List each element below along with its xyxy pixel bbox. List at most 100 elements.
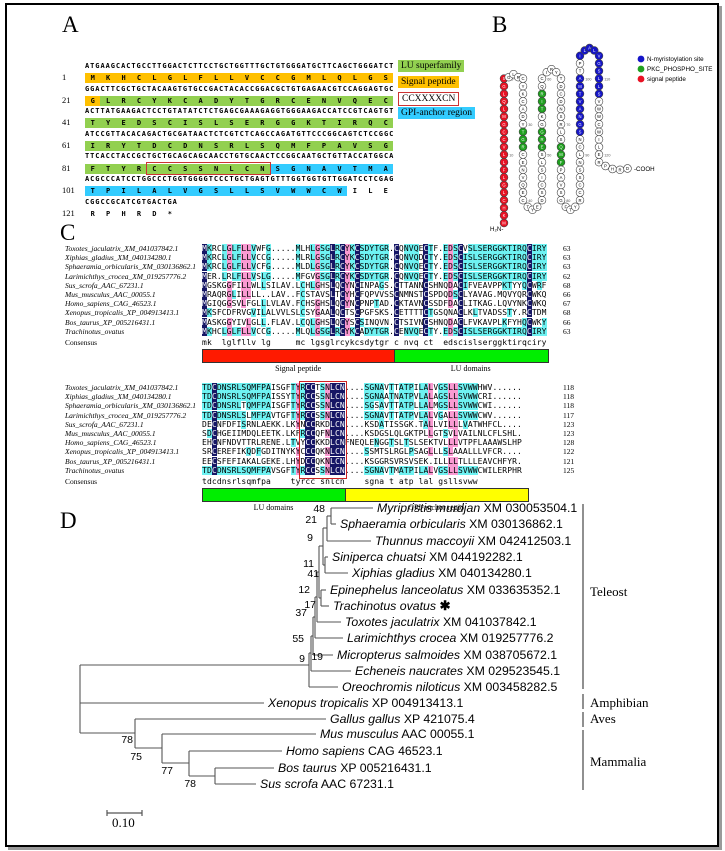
residue-letter: G: [578, 122, 581, 127]
sequence-text: MKHCLGLFLLVCCG.....MLQLGSGLRCYKCADYTGR.C…: [202, 326, 547, 336]
residue-circle: [556, 196, 566, 205]
aa-cell: W: [331, 186, 348, 197]
aa-cell: L: [368, 187, 373, 196]
tree-leaf-label: Xenopus tropicalis XP 004913413.1: [267, 696, 463, 710]
residue-letter: F: [503, 167, 506, 172]
consensus-sequence: tdcdnsrlsqmfpa tyrcc snlcn sgna t atp la…: [202, 476, 478, 486]
residue-letter: L: [579, 152, 582, 157]
bootstrap-value: 19: [311, 651, 323, 663]
residue-letter: S: [541, 167, 544, 172]
residue-letter: N: [578, 137, 581, 142]
panel-c-label: C: [60, 220, 76, 245]
domain-bar-label: LU domains: [253, 502, 294, 512]
aa-cell: S: [254, 141, 271, 151]
residue-letter: A: [588, 46, 591, 51]
residue-letter: C: [521, 198, 524, 203]
residue-letter: I: [579, 53, 580, 58]
aa-cell: L: [208, 118, 224, 129]
bootstrap-value: 37: [295, 607, 307, 619]
residue-letter: C: [540, 183, 543, 188]
panel-d-phylogenetic-tree: Myripristis murdjan XM 030053504.1 Sphaer…: [55, 498, 680, 851]
residue-letter: R: [618, 167, 621, 172]
residue-letter: R: [578, 198, 581, 203]
group-label: Teleost: [590, 584, 628, 599]
c-terminus-label: -COOH: [634, 166, 655, 173]
aa-cell: R: [347, 118, 363, 129]
aa-cell: L: [208, 73, 224, 84]
residue-letter: L: [503, 91, 506, 96]
aa-cell: P: [100, 186, 116, 197]
row-end-number: 68: [563, 280, 571, 290]
aa-cell: S: [362, 141, 379, 151]
residue-letter: D: [521, 114, 524, 119]
sequence-text: EHCNFNDVTTRLRENE.LTVYCCKKDLCNFNEQLENGGTS…: [202, 438, 522, 448]
aa-cell: C: [131, 73, 147, 84]
residue-number: 100: [585, 77, 591, 81]
aa-cell: G: [162, 73, 178, 84]
species-name: Xiphias_gladius_XM_040134280.1: [65, 253, 172, 263]
position-number: 81: [62, 162, 71, 173]
tree-leaf-label: Larimichthys crocea XM 019257776.2: [347, 631, 554, 645]
residue-letter: L: [598, 76, 601, 81]
aa-cell: C: [162, 118, 178, 129]
aa-cell: S: [192, 163, 209, 174]
residue-letter: Q: [559, 145, 563, 150]
aa-cell: T: [85, 186, 101, 197]
row-end-number: 123: [563, 429, 575, 438]
residue-letter: A: [522, 107, 525, 112]
aa-cell: G: [270, 118, 286, 129]
aa-cell: K: [162, 95, 178, 106]
aa-cell: H: [121, 209, 126, 218]
tree-leaf-label: Bos taurus XP 005216431.1: [278, 761, 432, 775]
nucleotide-line: ATGAAGCACTGCCTTGGACTCTTCCTGCTGGTTTGCTGTG…: [85, 62, 395, 70]
row-end-number: 118: [563, 401, 574, 411]
aa-cell: N: [192, 141, 209, 151]
consensus-label: Consensus: [65, 476, 98, 486]
tree-leaf-label: Siniperca chuatsi XM 044192282.1: [332, 550, 523, 564]
residue-letter: D: [540, 198, 543, 203]
residue-letter: L: [598, 145, 601, 150]
aa-cell: S: [192, 118, 209, 129]
residue-letter: C: [521, 99, 524, 104]
aa-cell: Y: [146, 95, 163, 106]
row-end-number: 62: [563, 271, 571, 281]
position-number: 121: [62, 207, 75, 218]
panel-b-legend-label: N-myristoylation site: [647, 56, 704, 63]
tree-leaf-label: Gallus gallus XP 421075.4: [330, 712, 475, 726]
residue-letter: L: [503, 175, 506, 180]
position-number: 101: [62, 185, 75, 196]
sequence-text: MRAQRGLILLLL..LAV..FCSTAVSLTCYHCFQPVVSSC…: [202, 290, 547, 299]
aa-cell: M: [362, 163, 379, 174]
tree-leaf-label: Trachinotus ovatus ✱: [333, 598, 451, 613]
consensus-label: Consensus: [65, 337, 98, 347]
residue-letter: G: [540, 122, 543, 127]
residue-letter: N: [578, 160, 581, 165]
aa-cell: C: [162, 163, 178, 174]
tree-leaf-label: Epinephelus lanceolatus XM 033635352.1: [330, 583, 561, 597]
sequence-text: TDCDNSRLSQMFPAISGFTYRCCTSNLCN....SGNAVTT…: [202, 383, 522, 392]
bootstrap-value: 77: [161, 765, 173, 777]
row-end-number: 63: [563, 326, 571, 336]
aa-cell: A: [192, 95, 209, 106]
aa-cell: Y: [100, 118, 116, 129]
aa-cell: *: [167, 209, 172, 218]
aa-cell: G: [192, 186, 209, 197]
row-end-number: 63: [563, 253, 571, 263]
aa-cell: Q: [331, 73, 348, 84]
residue-letter: K: [541, 114, 544, 119]
aa-cell: N: [208, 163, 224, 174]
domain-bar-label: LU domains: [450, 363, 491, 373]
sequence-text: TDCDNSRLSQMFPAVSGFTYRCCSSNLCN....SGNAVTM…: [202, 465, 522, 475]
residue-letter: L: [593, 48, 596, 53]
species-name: Sphaeramia_orbicularis_XM_030136862.1: [65, 401, 197, 411]
position-number: 1: [62, 72, 67, 83]
amino-acid-row: R P H R D *: [85, 209, 178, 219]
aa-cell: C: [285, 95, 301, 106]
aa-cell: T: [131, 141, 147, 151]
residue-letter: V: [560, 183, 563, 188]
aa-cell: L: [223, 73, 240, 84]
aa-cell: G: [285, 163, 301, 174]
residue-letter: L: [503, 160, 506, 165]
figure-border: [5, 3, 719, 847]
sequence-text: MKRCLGLFLLVCCG.....MLRLGSGLRCYKCSDYTGR.C…: [202, 253, 547, 263]
